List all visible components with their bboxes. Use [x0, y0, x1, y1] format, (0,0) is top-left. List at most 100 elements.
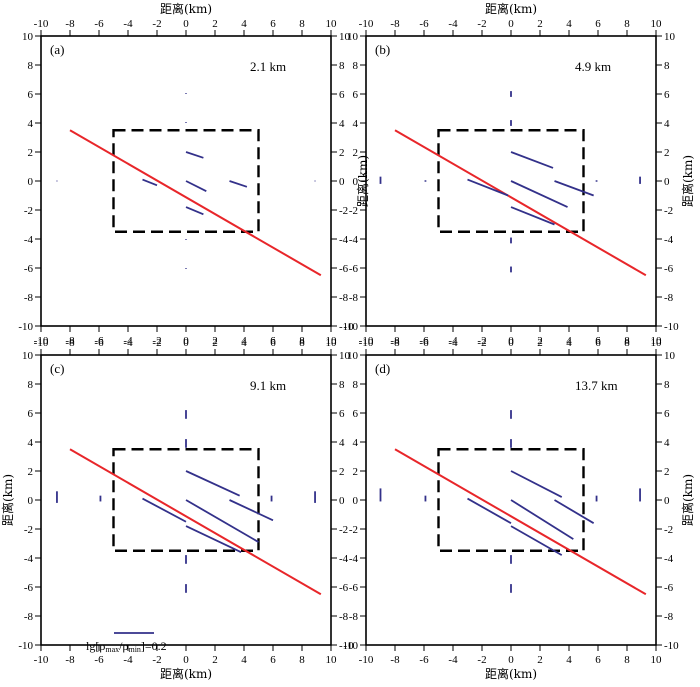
x-tick-label-top: 4	[241, 18, 247, 30]
y-tick-label-left: 8	[353, 379, 359, 391]
panel-label: (a)	[50, 42, 64, 57]
y-tick-label-right: 4	[339, 437, 345, 449]
x-tick-label-bottom: -8	[390, 654, 400, 666]
y-tick-label-left: -2	[349, 205, 358, 217]
y-tick-label-right: 0	[339, 176, 345, 188]
y-tick-label-left: -2	[349, 524, 358, 536]
y-tick-label-right: -10	[664, 640, 679, 652]
x-tick-label-top: -2	[152, 18, 161, 30]
y-tick-label-right: 8	[664, 379, 670, 391]
x-tick-label-top: 0	[508, 18, 514, 30]
anisotropy-segment	[510, 206, 555, 226]
y-tick-label-left: 2	[353, 466, 359, 478]
x-tick-label-top: -4	[448, 337, 458, 349]
y-tick-label-right: -8	[339, 292, 349, 304]
y-tick-label-left: -4	[24, 553, 34, 565]
x-tick-label-top: -2	[152, 337, 161, 349]
anisotropy-segment	[554, 499, 595, 524]
y-tick-label-right: 2	[339, 147, 345, 159]
dashed-study-box	[437, 448, 585, 552]
y-tick-label-left: 2	[28, 147, 34, 159]
y-tick-label-left: 8	[353, 60, 359, 72]
y-tick-label-right: 0	[664, 495, 670, 507]
y-tick-label-right: -6	[339, 263, 349, 275]
x-tick-label-top: -2	[477, 337, 486, 349]
x-tick-label-top: 6	[270, 337, 276, 349]
x-tick-label-top: 6	[270, 18, 276, 30]
y-tick-label-left: 10	[22, 350, 34, 362]
anisotropy-segment	[142, 178, 158, 187]
x-tick-label-bottom: 6	[595, 335, 601, 347]
x-tick-label-bottom: 6	[270, 335, 276, 347]
x-tick-label-top: 2	[212, 18, 218, 30]
dashed-study-box	[112, 129, 260, 233]
x-tick-label-top: -4	[448, 18, 458, 30]
y-tick-label-right: 2	[664, 466, 670, 478]
x-tick-label-bottom: -10	[34, 335, 49, 347]
x-tick-label-bottom: -8	[390, 335, 400, 347]
x-tick-label-top: 8	[624, 18, 630, 30]
y-tick-label-left: -10	[18, 640, 33, 652]
dashed-study-box	[437, 129, 585, 233]
y-tick-label-right: 6	[339, 408, 345, 420]
y-tick-label-right: -10	[664, 321, 679, 333]
anisotropy-segment	[185, 499, 259, 543]
x-tick-label-bottom: 4	[566, 654, 572, 666]
y-tick-label-right: -4	[339, 553, 349, 565]
anisotropy-segment	[510, 525, 563, 556]
panel-label: (b)	[375, 42, 390, 57]
y-tick-label-left: 4	[353, 437, 359, 449]
y-tick-label-left: 4	[28, 437, 34, 449]
depth-label: 2.1 km	[250, 59, 286, 74]
y-tick-label-left: -10	[343, 640, 358, 652]
x-tick-label-top: -4	[123, 18, 133, 30]
fault-line	[394, 448, 647, 596]
x-tick-label-bottom: -2	[477, 335, 486, 347]
y-tick-label-right: -8	[664, 611, 674, 623]
x-tick-label-bottom: 4	[241, 654, 247, 666]
x-tick-label-bottom: 10	[326, 335, 338, 347]
x-tick-label-bottom: 0	[183, 654, 189, 666]
x-tick-label-bottom: 8	[624, 654, 630, 666]
x-tick-label-bottom: -4	[448, 335, 458, 347]
x-tick-label-bottom: 8	[299, 335, 305, 347]
y-tick-label-right: 6	[664, 408, 670, 420]
x-tick-label-bottom: 10	[651, 654, 663, 666]
depth-label: 4.9 km	[575, 59, 611, 74]
x-tick-label-bottom: 2	[537, 654, 543, 666]
y-tick-label-left: -4	[349, 234, 359, 246]
x-tick-label-top: -6	[419, 18, 429, 30]
x-tick-label-top: 0	[183, 337, 189, 349]
y-tick-label-left: 8	[28, 60, 34, 72]
x-axis-title-top: 距离(km)	[485, 1, 537, 16]
y-tick-label-right: 10	[664, 31, 676, 43]
x-tick-label-top: 10	[326, 337, 338, 349]
x-tick-label-bottom: -6	[419, 654, 429, 666]
y-tick-label-left: -10	[343, 321, 358, 333]
y-tick-label-right: -6	[664, 582, 674, 594]
y-tick-label-left: -6	[24, 263, 34, 275]
y-tick-label-right: 2	[339, 466, 345, 478]
y-tick-label-right: -6	[664, 263, 674, 275]
x-tick-label-top: 6	[595, 18, 601, 30]
y-tick-label-right: 4	[339, 118, 345, 130]
y-tick-label-left: -4	[349, 553, 359, 565]
x-tick-label-top: -8	[390, 337, 400, 349]
y-tick-label-right: -8	[339, 611, 349, 623]
y-tick-label-left: 10	[22, 31, 34, 43]
y-tick-label-right: 2	[664, 147, 670, 159]
anisotropy-segment	[467, 497, 512, 524]
y-tick-label-left: 6	[353, 408, 359, 420]
x-tick-label-bottom: -2	[152, 335, 161, 347]
panel-label: (d)	[375, 361, 390, 376]
x-tick-label-bottom: 2	[537, 335, 543, 347]
y-tick-label-right: 4	[664, 437, 670, 449]
dashed-study-box	[112, 448, 260, 552]
x-tick-label-top: 10	[326, 18, 338, 30]
y-tick-label-left: 0	[28, 176, 34, 188]
x-tick-label-top: -10	[359, 18, 374, 30]
fault-line	[69, 448, 322, 596]
y-tick-label-right: 10	[664, 350, 676, 362]
x-tick-label-bottom: 6	[270, 654, 276, 666]
